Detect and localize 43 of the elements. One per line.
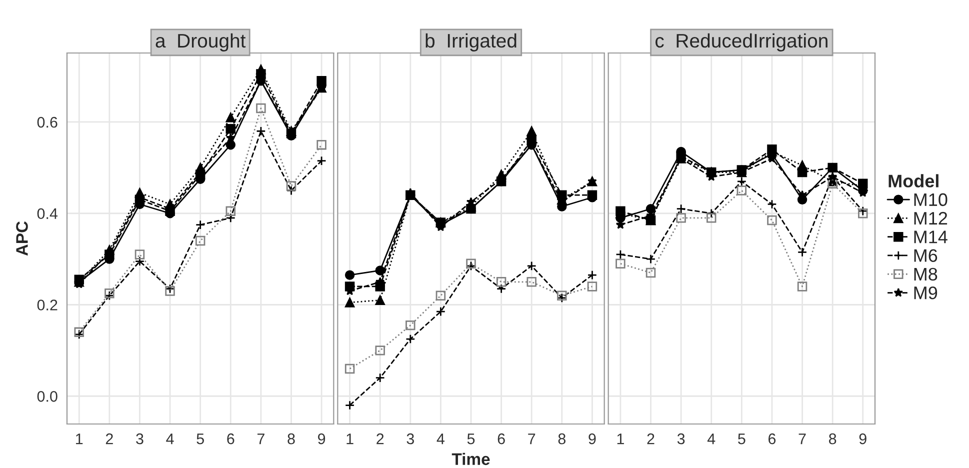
x-tick-label: 6 (768, 433, 776, 444)
x-tick-label: 8 (558, 433, 566, 444)
legend-title: Model (888, 174, 938, 188)
x-tick-label: 1 (617, 434, 624, 444)
x-tick-label: 3 (406, 433, 414, 444)
x-tick-label: 3 (136, 433, 144, 444)
x-tick-label: 4 (707, 434, 716, 444)
legend-label: M14 (914, 230, 948, 244)
x-tick-label: 2 (647, 433, 654, 444)
legend-label: M6 (914, 249, 938, 262)
legend-label: M10 (914, 193, 948, 206)
x-tick-label: 6 (498, 433, 505, 444)
x-tick-label: 3 (677, 433, 685, 444)
x-tick-label: 1 (346, 434, 354, 444)
x-tick-label: 4 (166, 434, 174, 444)
x-tick-label: 5 (196, 434, 204, 444)
y-tick-label: 0.6 (37, 116, 58, 128)
x-tick-label: 5 (467, 434, 475, 444)
x-axis-title: Time (452, 452, 490, 466)
x-tick-label: 9 (588, 433, 596, 444)
x-tick-label: 8 (828, 433, 836, 444)
x-tick-label: 7 (528, 434, 536, 444)
legend-label: M9 (914, 286, 938, 300)
x-tick-label: 8 (288, 433, 295, 444)
x-tick-label: 4 (436, 434, 444, 444)
x-tick-label: 7 (798, 434, 806, 444)
chart-title: c ReducedIrrigation (655, 33, 828, 52)
legend-label: M8 (914, 268, 938, 281)
x-tick-label: 7 (257, 434, 264, 444)
x-tick-label: 6 (227, 433, 234, 444)
x-tick-label: 2 (106, 433, 113, 444)
y-tick-label: 0.2 (37, 300, 58, 310)
x-tick-label: 1 (76, 434, 83, 444)
y-tick-label: 0.0 (37, 390, 58, 402)
legend-label: M12 (914, 212, 948, 225)
x-tick-label: 9 (859, 433, 866, 444)
y-axis-title: APC (16, 221, 28, 256)
y-tick-label: 0.4 (37, 208, 58, 220)
chart-title: a Drought (156, 33, 246, 52)
x-tick-label: 5 (738, 434, 746, 444)
chart-title: b Irrigated (426, 33, 516, 52)
x-tick-label: 9 (318, 433, 326, 444)
x-tick-label: 2 (376, 433, 384, 444)
